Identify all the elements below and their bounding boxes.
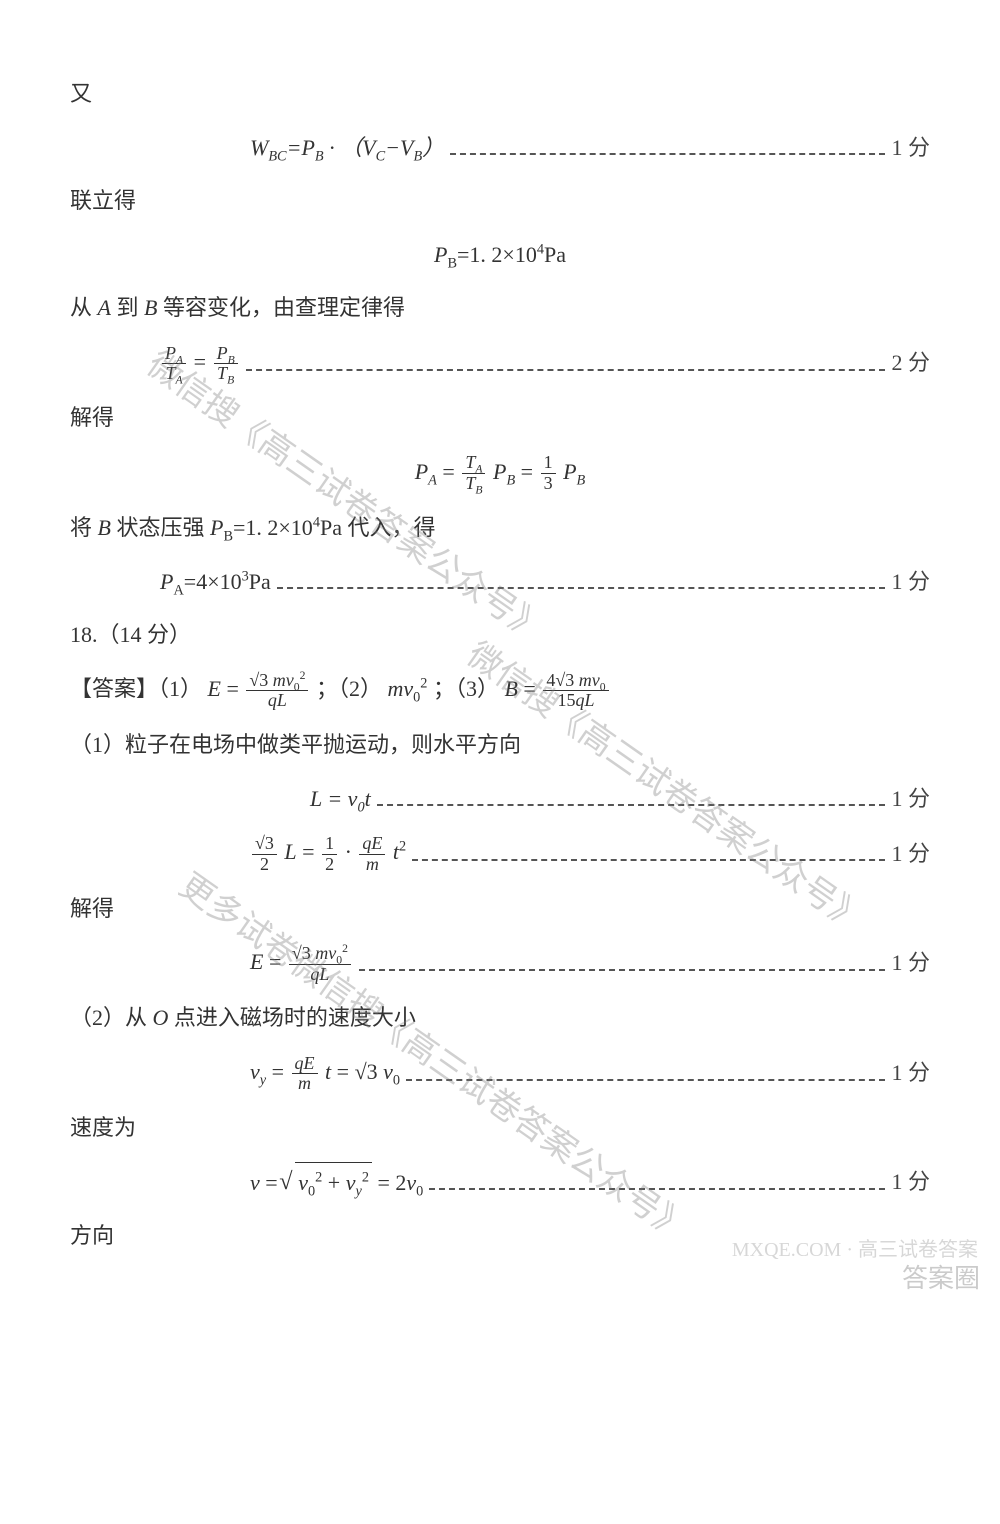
frac-num: 1 [541, 453, 556, 474]
eq-sign: = [194, 349, 212, 374]
dash-fill [359, 956, 886, 971]
formula-vy: vy = qEm t = √3 v0 1 分 [70, 1052, 930, 1094]
corner-logo: 答案圈 [902, 1258, 980, 1295]
answer-prefix: 【答案】（1） [70, 676, 202, 701]
score-label: 2 分 [891, 343, 930, 383]
score-label: 1 分 [891, 128, 930, 168]
formula-wbc: WBC=PB · （VC−VB） 1 分 [70, 128, 930, 168]
dash-fill [412, 846, 885, 861]
text-line: 速度为 [70, 1108, 930, 1148]
dash-fill [246, 356, 886, 371]
text-line: （1）粒子在电场中做类平抛运动，则水平方向 [70, 725, 930, 765]
text-line: 解得 [70, 889, 930, 929]
dash-fill [450, 140, 885, 155]
score-label: 1 分 [891, 562, 930, 602]
formula-text: WBC=PB · （VC−VB） [250, 128, 444, 168]
formula-pb: PB=1. 2×104Pa [70, 235, 930, 275]
text-line: 又 [70, 74, 930, 114]
dash-fill [429, 1175, 885, 1190]
formula-vertical: √32 L = 12 · qEm t2 1 分 [70, 832, 930, 874]
formula-v-total: v = v02 + vy2 = 2v0 1 分 [70, 1162, 930, 1203]
dash-fill [377, 791, 886, 806]
dash-fill [277, 574, 886, 589]
text-line: （2）从 O 点进入磁场时的速度大小 [70, 998, 930, 1038]
formula-pa-derive: PA = TATB PB = 13 PB [70, 452, 930, 494]
text-line: 从 A 到 B 等容变化，由查理定律得 [70, 288, 930, 328]
frac-num: 1 [322, 834, 337, 855]
text-line: 将 B 状态压强 PB=1. 2×104Pa 代入，得 [70, 508, 930, 548]
score-label: 1 分 [891, 943, 930, 983]
frac-den: 3 [541, 474, 556, 494]
formula-charles-law: PATA = PBTB 2 分 [70, 342, 930, 384]
score-label: 1 分 [891, 1162, 930, 1202]
score-label: 1 分 [891, 779, 930, 819]
score-label: 1 分 [891, 834, 930, 874]
text-line: 解得 [70, 398, 930, 438]
formula-l-v0t: L = v0t 1 分 [70, 779, 930, 819]
answer-line: 【答案】（1） E = √3 mv02qL ；（2） mv02 ；（3） B =… [70, 669, 930, 711]
answer-sep: ；（3） [433, 676, 499, 701]
formula-e-solution: E = √3 mv02qL 1 分 [70, 942, 930, 984]
formula-pa-result: PA=4×103Pa 1 分 [70, 562, 930, 602]
dash-fill [406, 1066, 885, 1081]
answer-sep: ；（2） [316, 676, 382, 701]
watermark-1: 微信搜《高三试卷答案公众号》 [139, 338, 557, 651]
question-number: 18.（14 分） [70, 615, 930, 655]
text-line: 联立得 [70, 181, 930, 221]
score-label: 1 分 [891, 1053, 930, 1093]
frac-den: 2 [322, 855, 337, 875]
